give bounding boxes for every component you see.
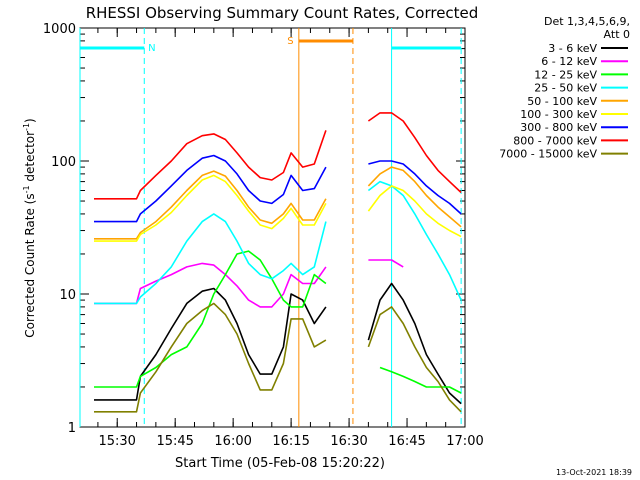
series-line-2 [94,250,462,394]
chart-title: RHESSI Observing Summary Count Rates, Co… [86,4,479,22]
series-line-4 [94,166,462,240]
x-tick-label: 16:30 [330,434,367,449]
flag-label-s: S [287,36,293,47]
y-tick-label: 1 [68,421,76,436]
legend-label-8: 7000 - 15000 keV [499,148,597,161]
y-axis-label: Corrected Count Rate (s-1 detector-1) [22,118,37,337]
x-tick-label: 15:30 [98,434,135,449]
y-tick-label: 1000 [43,22,76,37]
y-tick-label: 10 [59,288,76,303]
legend-label-0: 3 - 6 keV [548,42,597,55]
x-axis-label: Start Time (05-Feb-08 15:20:22) [175,456,385,471]
series-line-5 [94,174,462,242]
x-tick-label: 15:45 [156,434,193,449]
x-tick-label: 16:45 [388,434,425,449]
legend-label-7: 800 - 7000 keV [513,134,597,147]
y-axis-label-sup1: -1 [22,185,31,193]
legend-label-4: 50 - 100 keV [527,95,597,108]
series-line-7 [94,112,462,200]
series-line-3 [94,180,462,305]
y-axis-label-base: Corrected Count Rate (s [23,193,37,337]
flag-label-n: N [148,43,155,54]
legend-label-1: 6 - 12 keV [541,55,597,68]
y-tick-label: 100 [51,155,76,170]
x-tick-label: 16:00 [214,434,251,449]
legend-label-2: 12 - 25 keV [534,68,597,81]
legend-label-3: 25 - 50 keV [534,82,597,95]
series-line-8 [94,302,462,413]
legend-label-5: 100 - 300 keV [520,108,597,121]
y-axis-label-mid: detector [23,131,37,186]
footer-timestamp: 13-Oct-2021 18:39 [556,468,632,477]
series-line-6 [94,154,462,223]
legend-header-line-2: Att 0 [604,28,630,41]
y-axis-label-end: ) [23,118,37,123]
x-tick-label: 17:00 [446,434,483,449]
y-axis-label-sup2: -1 [22,123,31,131]
legend-label-6: 300 - 800 keV [520,121,597,134]
legend-header-line-1: Det 1,3,4,5,6,9, [544,15,630,28]
series-line-1 [94,259,404,308]
plot-area: 1 10 100 1000 15:30 15:45 16:00 16:15 16:30 16:45… [43,22,484,449]
x-tick-label: 16:15 [272,434,309,449]
